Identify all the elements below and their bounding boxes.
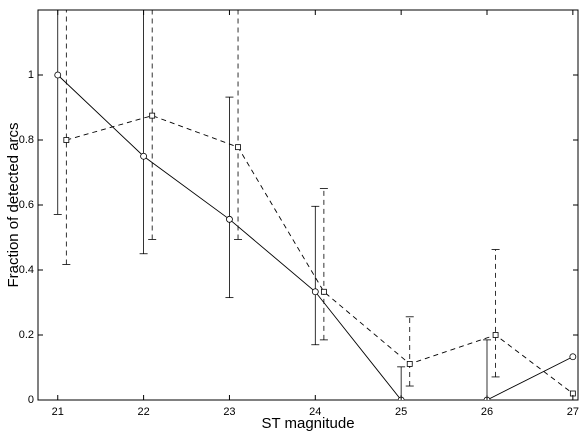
point — [63, 137, 70, 143]
point — [320, 288, 327, 295]
plot-area — [53, 10, 577, 400]
point — [492, 332, 499, 338]
y-tick-label: 0.4 — [19, 264, 34, 276]
plot-frame — [37, 9, 579, 401]
y-tick-label: 0.2 — [19, 329, 34, 341]
point — [226, 215, 233, 223]
point — [149, 112, 156, 119]
x-tick-label: 27 — [567, 406, 579, 418]
point — [140, 152, 147, 160]
x-tick-label: 22 — [137, 406, 149, 418]
y-tick-label: 0 — [28, 394, 34, 406]
x-tick-label: 21 — [52, 406, 64, 418]
point — [235, 144, 241, 151]
x-tick-label: 24 — [309, 406, 321, 418]
y-tick-label: 1 — [28, 69, 34, 81]
x-axis-label: ST magnitude — [261, 415, 354, 432]
point — [311, 288, 319, 296]
x-tick-label: 26 — [481, 406, 493, 418]
point — [569, 353, 577, 361]
point — [406, 361, 413, 367]
y-tick-label: 0.6 — [19, 199, 34, 211]
y-tick-label: 0.8 — [19, 134, 34, 146]
x-tick-label: 25 — [395, 406, 407, 418]
point — [54, 71, 62, 79]
y-axis-label: Fraction of detected arcs — [5, 122, 22, 287]
x-tick-label: 23 — [223, 406, 235, 418]
